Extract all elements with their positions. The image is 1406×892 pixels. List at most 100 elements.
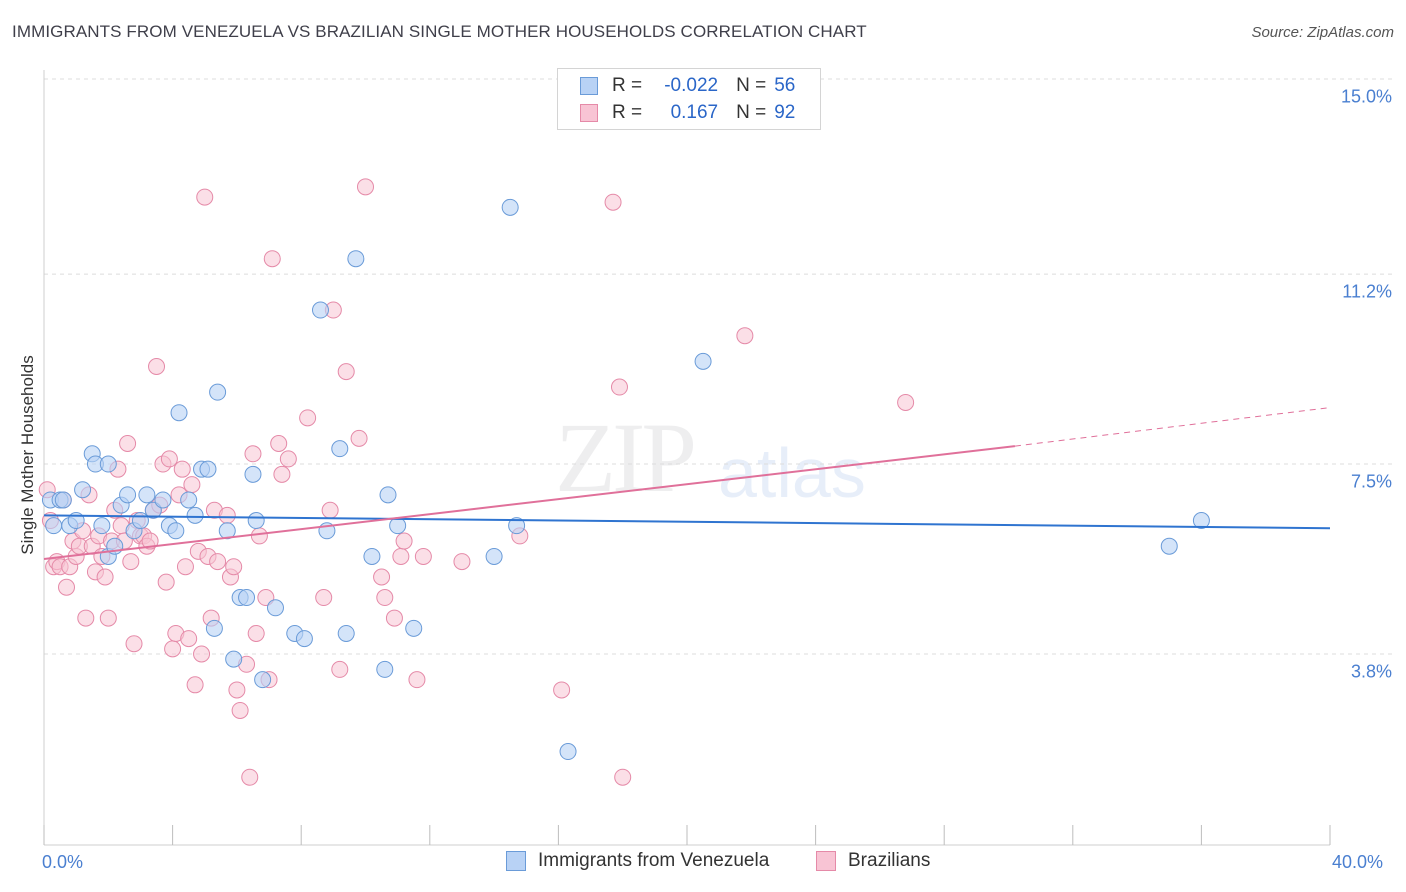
- legend-r-label: R =: [612, 75, 643, 96]
- brazilians-point: [96, 568, 114, 586]
- brazilians-point: [58, 578, 76, 596]
- watermark-zip: ZIP: [555, 402, 697, 513]
- brazilians-point: [610, 378, 628, 396]
- brazilians-points: [38, 178, 915, 786]
- brazilians-point: [614, 768, 632, 786]
- venezuela-point: [244, 465, 262, 483]
- grid-lines: [44, 78, 1394, 655]
- brazilians-point: [244, 445, 262, 463]
- venezuela-points: [41, 198, 1210, 761]
- brazilians-point: [250, 527, 268, 545]
- bottom-swatch-pink: [816, 851, 836, 871]
- venezuela-point: [119, 486, 137, 504]
- brazilians-point: [321, 501, 339, 519]
- venezuela-point: [254, 671, 272, 689]
- correlation-legend: R = -0.022 N = 56 R = 0.167 N = 92: [557, 68, 821, 130]
- venezuela-point: [389, 517, 407, 535]
- venezuela-point: [131, 512, 149, 530]
- venezuela-point: [559, 743, 577, 761]
- brazilians-point: [373, 568, 391, 586]
- brazilians-point: [228, 681, 246, 699]
- bottom-legend-brazilians: Brazilians: [816, 850, 930, 872]
- legend-n-label: N =: [736, 102, 767, 123]
- brazilians-point: [414, 547, 432, 565]
- brazilians-point: [270, 435, 288, 453]
- brazilians-point: [736, 327, 754, 345]
- venezuela-point: [45, 517, 63, 535]
- bottom-legend-label: Immigrants from Venezuela: [538, 850, 770, 871]
- legend-swatch-blue: [580, 77, 598, 95]
- brazilians-point: [176, 558, 194, 576]
- venezuela-point: [205, 619, 223, 637]
- brazilians-point: [125, 635, 143, 653]
- venezuela-point: [331, 440, 349, 458]
- brazilians-point: [173, 460, 191, 478]
- venezuela-point: [347, 250, 365, 268]
- legend-n-value: 92: [774, 102, 796, 123]
- venezuela-point: [238, 589, 256, 607]
- venezuela-point: [167, 522, 185, 540]
- brazilians-point: [164, 640, 182, 658]
- brazilians-point: [247, 624, 265, 642]
- brazilians-point: [279, 450, 297, 468]
- venezuela-point: [54, 491, 72, 509]
- venezuela-point: [485, 547, 503, 565]
- venezuela-point: [199, 460, 217, 478]
- brazilians-point: [193, 645, 211, 663]
- brazilians-point: [122, 553, 140, 571]
- brazilians-point: [77, 609, 95, 627]
- legend-r-value: -0.022: [664, 75, 719, 96]
- legend-row-venezuela: R = -0.022 N = 56: [580, 73, 795, 99]
- brazilians-point: [897, 393, 915, 411]
- x-tick-min: 0.0%: [42, 852, 84, 872]
- brazilians-point: [315, 589, 333, 607]
- brazilians-point: [241, 768, 259, 786]
- brazilians-point: [196, 188, 214, 206]
- venezuela-point: [99, 455, 117, 473]
- brazilians-point: [273, 465, 291, 483]
- brazilians-point: [225, 558, 243, 576]
- legend-row-brazilians: R = 0.167 N = 92: [580, 100, 795, 126]
- brazilians-point: [186, 676, 204, 694]
- bottom-swatch-blue: [506, 851, 526, 871]
- legend-n-value: 56: [774, 75, 796, 96]
- y-tick-label: 3.8%: [1350, 661, 1392, 682]
- source-label: Source: ZipAtlas.com: [1251, 24, 1394, 41]
- brazilians-point: [337, 363, 355, 381]
- brazilians-point: [157, 573, 175, 591]
- brazilians-point: [141, 532, 159, 550]
- venezuela-point: [154, 491, 172, 509]
- legend-swatch-pink: [580, 104, 598, 122]
- y-axis-label: Single Mother Households: [18, 355, 37, 555]
- venezuela-point: [311, 301, 329, 319]
- brazilians-point: [148, 358, 166, 375]
- brazilians-trend-extension: [1014, 407, 1331, 447]
- brazilians-point: [231, 701, 249, 719]
- venezuela-point: [209, 383, 227, 401]
- bottom-legend-venezuela: Immigrants from Venezuela: [506, 850, 769, 872]
- y-tick-label: 15.0%: [1340, 86, 1392, 107]
- venezuela-point: [180, 491, 198, 509]
- brazilians-point: [183, 476, 201, 494]
- venezuela-point: [363, 547, 381, 565]
- trend-lines: [43, 407, 1331, 561]
- brazilians-point: [350, 429, 368, 447]
- y-tick-label: 7.5%: [1350, 471, 1392, 492]
- venezuela-point: [508, 517, 526, 535]
- venezuela-point: [694, 352, 712, 370]
- brazilians-trend-line: [43, 445, 1016, 561]
- brazilians-point: [99, 609, 117, 627]
- brazilians-point: [385, 609, 403, 627]
- venezuela-point: [376, 660, 394, 678]
- venezuela-point: [295, 630, 313, 648]
- venezuela-point: [170, 404, 188, 422]
- bottom-legend-label: Brazilians: [848, 850, 931, 871]
- legend-r-label: R =: [612, 102, 643, 123]
- brazilians-point: [218, 506, 236, 524]
- brazilians-point: [331, 660, 349, 678]
- brazilians-point: [263, 250, 281, 268]
- brazilians-point: [395, 532, 413, 550]
- brazilians-point: [392, 547, 410, 565]
- brazilians-point: [453, 553, 471, 571]
